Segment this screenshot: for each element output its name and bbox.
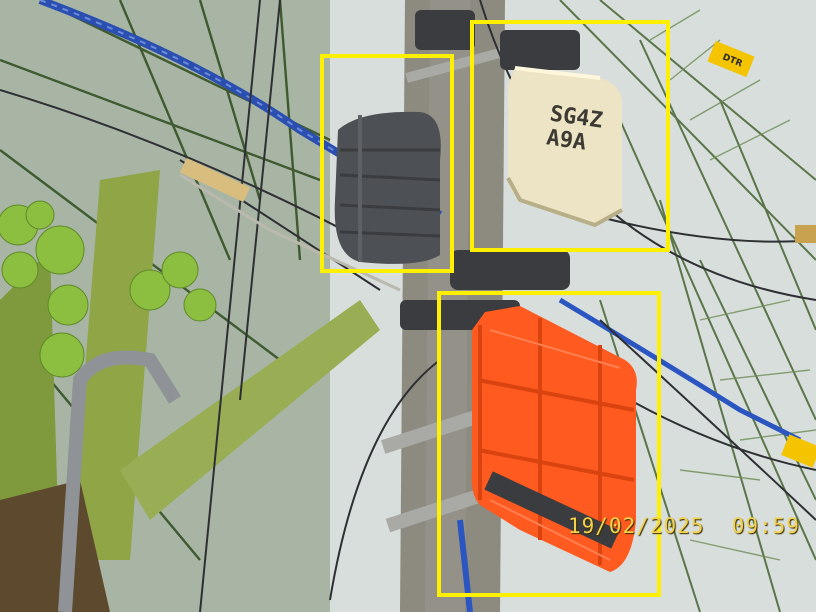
highlight-box-gray-enclosure	[320, 54, 454, 273]
timestamp: 19/02/2025 09:59	[568, 514, 800, 538]
timestamp-time: 09:59	[731, 514, 800, 538]
timestamp-date: 19/02/2025	[568, 514, 705, 538]
highlight-box-white-enclosure	[470, 20, 670, 252]
highlight-box-orange-enclosure	[437, 291, 661, 597]
